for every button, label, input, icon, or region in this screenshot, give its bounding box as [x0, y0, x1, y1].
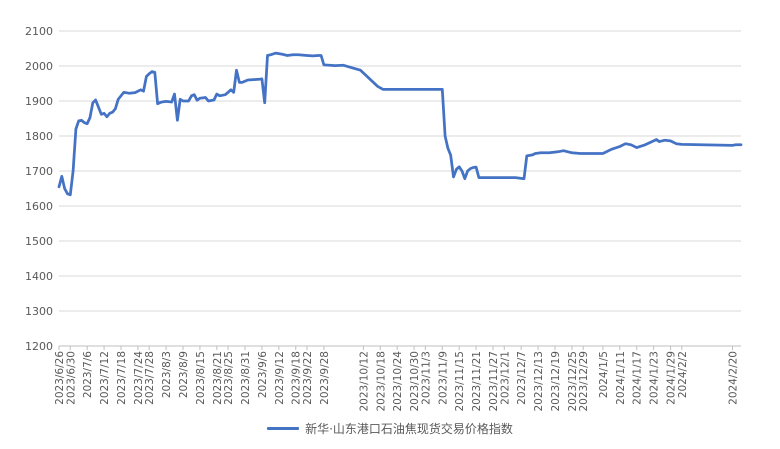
x-tick-label: 2023/8/3: [161, 351, 173, 398]
x-tick-label: 2023/10/30: [409, 351, 421, 412]
y-tick-label: 2000: [25, 60, 53, 73]
y-tick-label: 1300: [25, 305, 53, 318]
x-tick-label: 2023/10/18: [375, 351, 387, 412]
x-tick-label: 2023/10/12: [358, 351, 370, 412]
x-tick-label: 2024/1/29: [666, 351, 678, 405]
x-tick-label: 2024/2/2: [677, 351, 689, 398]
x-tick-label: 2023/6/26: [54, 351, 66, 405]
x-tick-label: 2024/1/11: [615, 351, 627, 405]
x-tick-label: 2023/9/28: [319, 351, 331, 405]
x-tick-label: 2023/12/29: [578, 351, 590, 412]
x-tick-label: 2024/1/17: [632, 351, 644, 405]
y-axis-ticks: 1200 1300 1400 1500 1600 1700 1800 1900 2000 2100: [25, 25, 53, 353]
y-tick-label: 1400: [25, 270, 53, 283]
x-tick-label: 2024/1/23: [649, 351, 661, 405]
x-tick-label: 2023/11/3: [420, 351, 432, 405]
x-tick-label: 2023/11/9: [437, 351, 449, 405]
x-tick-label: 2023/9/18: [291, 351, 303, 405]
x-tick-label: 2023/12/19: [550, 351, 562, 412]
y-tick-label: 1500: [25, 235, 53, 248]
x-tick-label: 2023/8/25: [223, 351, 235, 405]
x-tick-label: 2023/8/31: [240, 351, 252, 405]
x-tick-label: 2023/7/28: [144, 351, 156, 405]
series-layer: [57, 51, 743, 197]
x-tick-label: 2023/12/25: [567, 351, 579, 412]
x-tick-label: 2023/7/24: [133, 351, 145, 405]
y-tick-label: 1600: [25, 200, 53, 213]
x-tick-label: 2023/9/22: [302, 351, 314, 405]
x-tick-label: 2023/11/27: [488, 351, 500, 412]
x-tick-label: 2023/10/24: [392, 351, 404, 412]
x-tick-label: 2023/8/21: [212, 351, 224, 405]
x-tick-label: 2023/11/15: [454, 351, 466, 412]
x-tick-label: 2023/12/7: [516, 351, 528, 405]
x-tick-label: 2023/7/6: [82, 351, 94, 398]
x-tick-label: 2023/11/21: [471, 351, 483, 412]
legend: 新华·山东港口石油焦现货交易价格指数: [0, 418, 780, 438]
x-tick-label: 2023/7/12: [99, 351, 111, 405]
legend-swatch-line: [267, 426, 300, 430]
x-axis-ticks: 2023/6/26 2023/6/30 2023/7/6 2023/7/12 2023/…: [54, 351, 740, 412]
x-tick-label: 2023/8/15: [195, 351, 207, 405]
series-line: [57, 51, 743, 197]
x-tick-label: 2023/12/13: [533, 351, 545, 412]
legend-label: 新华·山东港口石油焦现货交易价格指数: [305, 421, 513, 436]
x-tick-label: 2023/7/18: [116, 351, 128, 405]
y-tick-label: 1900: [25, 95, 53, 108]
x-tick-label: 2023/9/6: [257, 351, 269, 398]
x-tick-label: 2023/12/1: [499, 351, 511, 405]
axes: [58, 345, 741, 350]
y-tick-label: 1800: [25, 130, 53, 143]
y-tick-label: 1700: [25, 165, 53, 178]
x-tick-label: 2023/6/30: [65, 351, 77, 405]
x-tick-label: 2023/9/12: [274, 351, 286, 405]
x-tick-label: 2024/2/20: [728, 351, 740, 405]
gridlines: [59, 30, 741, 312]
y-tick-label: 2100: [25, 25, 53, 38]
x-tick-label: 2023/8/9: [178, 351, 190, 398]
x-tick-label: 2024/1/5: [598, 351, 610, 398]
y-tick-label: 1200: [25, 340, 53, 353]
